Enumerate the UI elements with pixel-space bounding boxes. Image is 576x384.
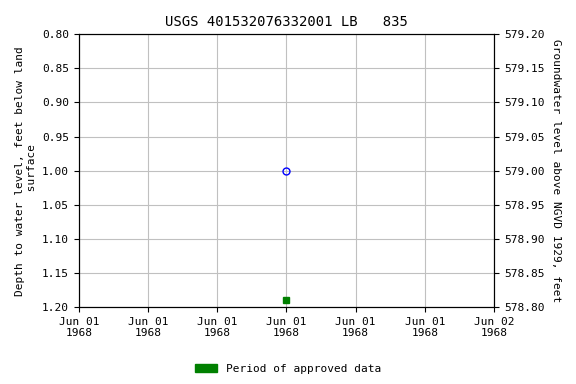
Y-axis label: Depth to water level, feet below land
 surface: Depth to water level, feet below land su… xyxy=(15,46,37,296)
Legend: Period of approved data: Period of approved data xyxy=(191,359,385,379)
Title: USGS 401532076332001 LB   835: USGS 401532076332001 LB 835 xyxy=(165,15,408,29)
Y-axis label: Groundwater level above NGVD 1929, feet: Groundwater level above NGVD 1929, feet xyxy=(551,39,561,302)
